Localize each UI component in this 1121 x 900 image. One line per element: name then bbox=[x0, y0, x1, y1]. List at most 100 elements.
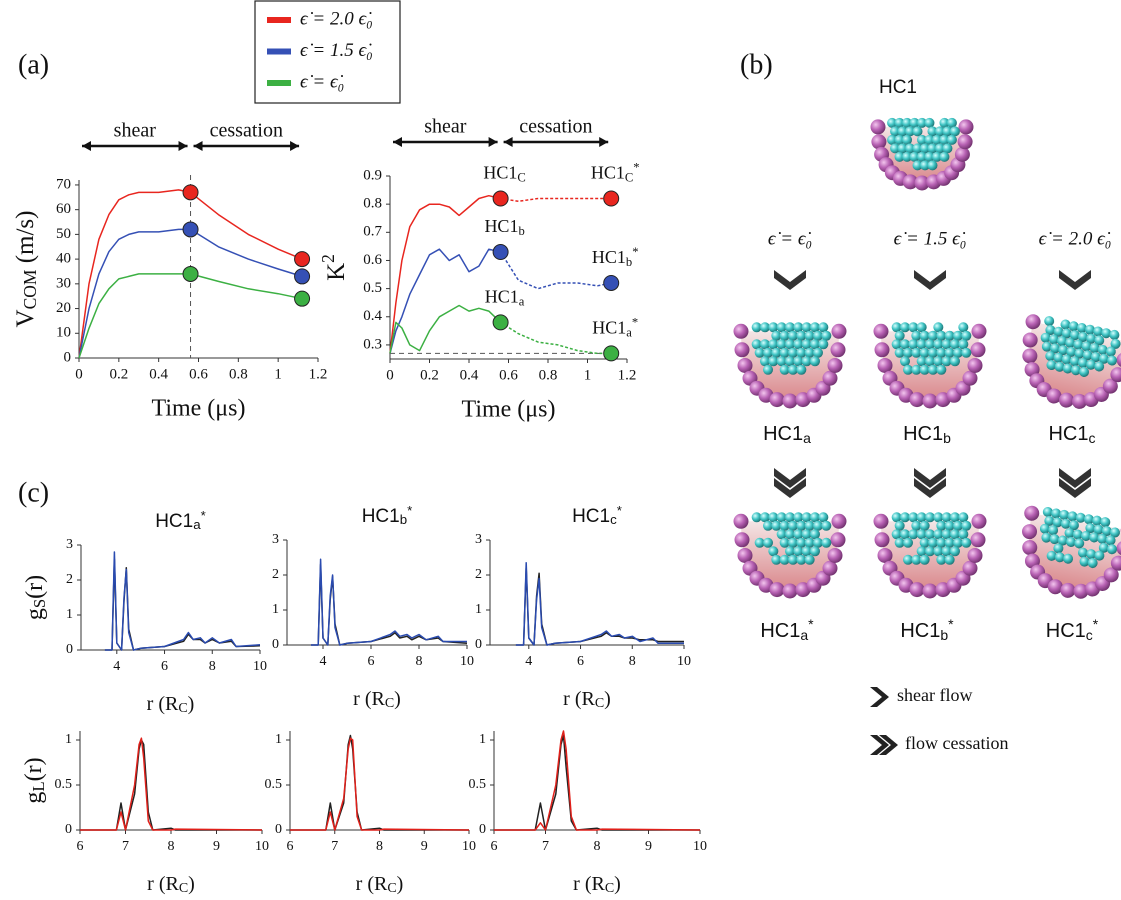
core-bead bbox=[793, 322, 804, 333]
core-bead bbox=[779, 554, 790, 565]
core-bead bbox=[1074, 348, 1085, 359]
core-bead bbox=[779, 537, 790, 548]
core-bead bbox=[1048, 525, 1059, 536]
x-tick-label: 0.2 bbox=[420, 367, 439, 383]
core-bead bbox=[958, 339, 969, 350]
core-bead bbox=[1060, 518, 1071, 529]
core-bead bbox=[928, 330, 938, 341]
cluster-label-part: HC1 bbox=[1048, 423, 1088, 445]
point-label-part: HC1 bbox=[485, 287, 519, 307]
x-tick-label: 6 bbox=[287, 839, 294, 854]
x-tick-label: 10 bbox=[677, 654, 691, 669]
x-tick-label: 4 bbox=[320, 654, 327, 669]
cluster-label-part: b bbox=[943, 430, 951, 446]
point-label: HC1a* bbox=[592, 315, 638, 339]
core-bead bbox=[946, 134, 957, 145]
x-axis-label-part: C bbox=[178, 701, 187, 716]
y-tick-label: 0 bbox=[64, 349, 72, 365]
core-bead bbox=[944, 347, 955, 358]
core-bead bbox=[952, 330, 963, 341]
y-axis-label-part: (m/s) bbox=[12, 211, 39, 270]
core-bead bbox=[1061, 328, 1072, 339]
shell-bead bbox=[877, 357, 893, 373]
phase-label: shear bbox=[424, 116, 467, 138]
point-label-part: b bbox=[626, 255, 632, 269]
core-bead bbox=[887, 117, 898, 128]
core-bead bbox=[1058, 345, 1069, 356]
data-line bbox=[80, 737, 263, 831]
panel-label: (c) bbox=[18, 477, 49, 508]
shell-bead bbox=[922, 393, 938, 409]
data-point bbox=[492, 244, 509, 261]
x-tick-label: 8 bbox=[594, 839, 601, 854]
x-tick-label: 0.6 bbox=[499, 367, 518, 383]
core-bead bbox=[1093, 326, 1104, 337]
cluster-label-part: a bbox=[803, 430, 811, 446]
core-bead bbox=[939, 117, 950, 128]
point-label-part: HC1 bbox=[591, 163, 625, 183]
core-bead bbox=[1081, 341, 1092, 352]
core-bead bbox=[908, 339, 919, 350]
core-bead bbox=[771, 520, 782, 531]
core-bead bbox=[1097, 344, 1108, 355]
core-bead bbox=[1094, 361, 1105, 372]
core-bead bbox=[751, 322, 762, 333]
y-tick-label: 0.5 bbox=[265, 777, 283, 792]
x-tick-label: 0.6 bbox=[189, 366, 208, 382]
shell-bead bbox=[1060, 582, 1076, 598]
cluster-label-part: b bbox=[940, 627, 948, 643]
point-label-part: HC1 bbox=[484, 216, 518, 236]
core-bead bbox=[804, 520, 815, 531]
core-bead bbox=[1045, 325, 1056, 336]
core-bead bbox=[809, 356, 820, 367]
core-bead bbox=[1074, 538, 1085, 549]
core-bead bbox=[1098, 353, 1109, 364]
x-tick-label: 0.8 bbox=[229, 366, 248, 382]
shell-bead bbox=[831, 513, 847, 529]
chart-title-part: a bbox=[193, 517, 201, 532]
core-bead bbox=[909, 151, 920, 162]
core-bead bbox=[1100, 517, 1111, 528]
core-bead bbox=[924, 151, 935, 162]
x-axis-label: r (RC) bbox=[353, 688, 401, 712]
core-bead bbox=[1041, 341, 1052, 352]
x-tick-label: 8 bbox=[209, 659, 216, 674]
core-bead bbox=[1046, 550, 1057, 561]
chevron-icon bbox=[774, 478, 806, 498]
shell-bead bbox=[1025, 314, 1041, 330]
core-bead bbox=[949, 339, 960, 350]
cluster-label: HC1b* bbox=[900, 616, 954, 642]
core-bead bbox=[936, 520, 947, 531]
cluster-label-part: c bbox=[1089, 430, 1096, 446]
data-line bbox=[311, 558, 467, 646]
cluster-label-part: * bbox=[808, 616, 814, 632]
chevron-icon bbox=[1059, 478, 1091, 498]
shell-bead bbox=[733, 513, 749, 529]
y-axis-label: VCOM (m/s) bbox=[12, 211, 41, 328]
y-tick-label: 0.5 bbox=[363, 280, 382, 296]
x-tick-label: 0 bbox=[75, 366, 83, 382]
shell-bead bbox=[830, 342, 846, 358]
core-bead bbox=[931, 134, 942, 145]
y-axis-label-part: (r) bbox=[22, 575, 48, 599]
core-bead bbox=[936, 554, 947, 565]
data-line bbox=[389, 304, 502, 354]
core-bead bbox=[1054, 361, 1065, 372]
x-tick-label: 8 bbox=[416, 654, 423, 669]
data-line bbox=[389, 248, 501, 354]
core-bead bbox=[821, 537, 832, 548]
chart-title-part: c bbox=[610, 512, 617, 527]
core-bead bbox=[1061, 354, 1072, 365]
data-line bbox=[515, 562, 684, 646]
core-bead bbox=[958, 322, 969, 333]
core-bead bbox=[1105, 535, 1116, 546]
shell-bead bbox=[831, 323, 847, 339]
core-bead bbox=[818, 322, 829, 333]
data-point bbox=[294, 251, 311, 268]
chevron-icon bbox=[914, 468, 946, 488]
x-axis-label-part: ) bbox=[188, 873, 195, 895]
y-tick-label: 70 bbox=[56, 176, 71, 192]
core-bead bbox=[927, 143, 938, 154]
core-bead bbox=[1075, 512, 1086, 523]
core-bead bbox=[785, 356, 795, 367]
